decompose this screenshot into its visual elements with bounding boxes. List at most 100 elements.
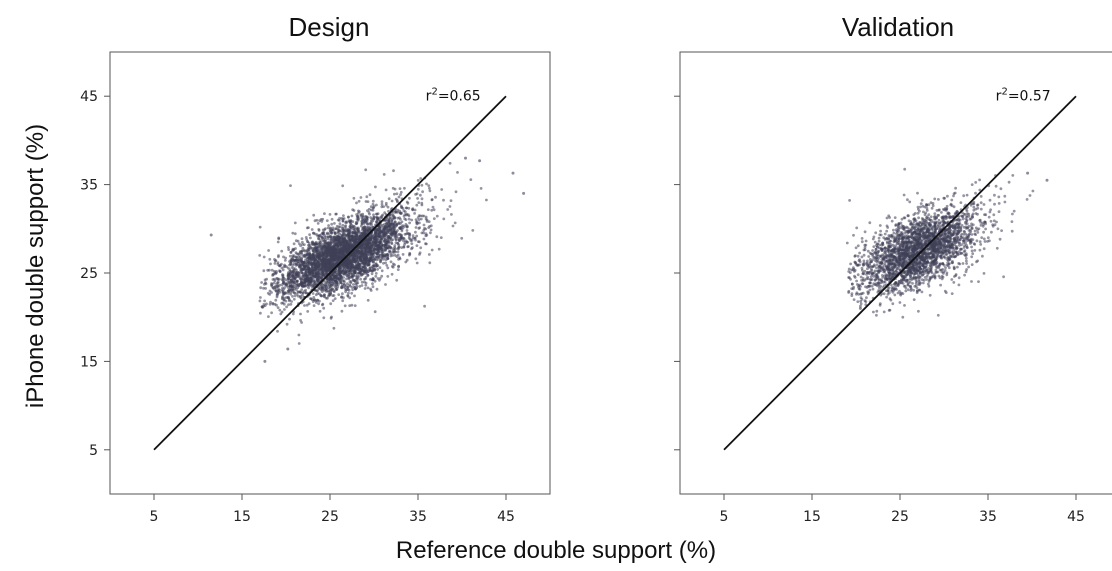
data-point	[965, 193, 969, 197]
data-point	[310, 270, 313, 274]
data-point	[371, 199, 375, 203]
data-point	[288, 317, 291, 321]
data-point	[348, 280, 352, 283]
data-point	[374, 272, 378, 275]
data-point	[283, 264, 287, 268]
data-point	[871, 249, 874, 252]
data-point	[280, 297, 284, 301]
r-squared-annotation: r2=0.65	[426, 87, 481, 105]
data-point	[399, 217, 402, 221]
data-point	[355, 217, 359, 221]
data-point	[291, 271, 294, 275]
data-point	[428, 261, 432, 265]
data-point	[364, 277, 367, 281]
data-point	[289, 283, 292, 287]
data-point	[432, 217, 436, 221]
data-point	[400, 246, 403, 250]
data-point	[402, 214, 406, 218]
data-point	[384, 283, 387, 286]
data-point	[326, 260, 330, 264]
data-point	[338, 222, 342, 226]
y-tick-label: 15	[80, 354, 98, 370]
data-point	[366, 298, 370, 302]
data-point	[424, 234, 428, 238]
data-point	[276, 281, 280, 285]
data-point	[339, 249, 343, 253]
data-point	[321, 231, 325, 235]
data-point	[380, 269, 384, 273]
data-point	[291, 312, 295, 316]
data-point	[292, 242, 296, 246]
data-point	[371, 202, 375, 206]
data-point	[423, 304, 426, 308]
data-point	[348, 283, 351, 287]
data-point	[329, 302, 333, 306]
data-point	[341, 292, 344, 296]
data-point	[268, 257, 272, 261]
data-point	[394, 230, 398, 234]
data-point	[324, 238, 327, 242]
data-point	[386, 257, 389, 260]
data-point	[875, 313, 878, 317]
data-point	[363, 250, 367, 253]
data-point	[324, 247, 328, 251]
data-point	[352, 283, 355, 286]
data-point	[350, 291, 354, 295]
data-point	[351, 208, 355, 212]
data-point	[277, 264, 281, 268]
data-point	[415, 244, 419, 248]
data-point	[956, 265, 959, 269]
data-point	[270, 282, 273, 285]
data-point	[310, 228, 314, 231]
data-point	[367, 226, 371, 229]
data-point	[361, 268, 365, 272]
data-point	[346, 282, 349, 286]
data-point	[333, 255, 337, 259]
data-point	[294, 239, 298, 243]
data-point	[322, 273, 326, 277]
data-point	[434, 195, 437, 199]
data-point	[357, 275, 361, 278]
data-point	[274, 259, 278, 262]
data-point	[919, 205, 922, 209]
data-point	[378, 250, 382, 254]
data-point	[381, 253, 384, 257]
data-point	[326, 226, 330, 230]
data-point	[273, 262, 277, 265]
data-point	[300, 251, 303, 255]
data-point	[327, 224, 330, 227]
data-point	[277, 255, 280, 259]
data-point	[342, 243, 346, 247]
data-point	[324, 287, 328, 291]
data-point	[258, 254, 262, 257]
data-point	[406, 225, 409, 229]
data-point	[356, 228, 360, 232]
data-point	[368, 269, 372, 273]
data-point	[392, 169, 395, 173]
data-point	[364, 283, 368, 287]
data-point	[868, 288, 872, 292]
data-point	[333, 239, 337, 243]
data-point	[346, 286, 350, 289]
data-point	[289, 184, 292, 188]
data-point	[307, 260, 311, 264]
scatter-points	[209, 156, 526, 363]
data-point	[370, 272, 374, 276]
data-point	[442, 198, 445, 202]
data-point	[286, 291, 290, 295]
data-point	[382, 234, 386, 238]
y-tick-label: 5	[89, 443, 98, 459]
data-point	[429, 231, 432, 235]
data-point	[883, 232, 887, 236]
data-point	[344, 227, 348, 231]
data-point	[276, 261, 280, 265]
data-point	[339, 225, 342, 229]
data-point	[267, 249, 270, 252]
data-point	[422, 231, 425, 235]
data-point	[417, 201, 421, 205]
data-point	[856, 254, 860, 258]
data-point	[422, 228, 426, 232]
data-point	[275, 303, 278, 307]
data-point	[367, 262, 371, 266]
